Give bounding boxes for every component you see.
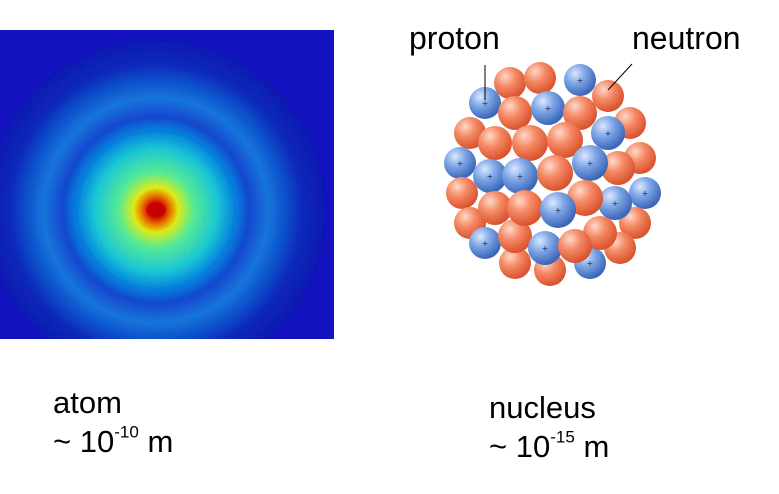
svg-text:+: +: [587, 159, 594, 168]
neutron-label: neutron: [632, 20, 741, 56]
atom-size-unit: m: [138, 423, 174, 459]
proton-plus-signs: + + + + + + + + + + + + + +: [457, 76, 649, 268]
svg-text:+: +: [545, 104, 552, 113]
svg-text:+: +: [605, 129, 612, 138]
atom-name: atom: [53, 385, 122, 420]
atom-size-prefix: ~ 10: [53, 423, 115, 459]
atom-image: [0, 30, 334, 339]
svg-text:+: +: [482, 239, 489, 248]
nucleus-size-unit: m: [574, 428, 610, 464]
svg-text:+: +: [542, 244, 549, 253]
proton-label: proton: [409, 20, 500, 56]
svg-text:+: +: [482, 99, 489, 108]
nucleus-caption: nucleus ~ 10-15 m: [489, 389, 609, 467]
atom-caption: atom ~ 10-10 m: [53, 384, 173, 462]
nucleons: [444, 62, 661, 286]
svg-text:+: +: [612, 199, 619, 208]
atom-size: ~ 10-10 m: [53, 423, 173, 462]
svg-text:+: +: [517, 172, 524, 181]
nucleus-size-exponent: -15: [550, 427, 575, 447]
nucleus-size: ~ 10-15 m: [489, 428, 609, 467]
svg-text:+: +: [577, 76, 584, 85]
svg-text:+: +: [487, 172, 494, 181]
atom-size-exponent: -10: [114, 422, 139, 442]
svg-text:+: +: [457, 159, 464, 168]
nucleus-image: + + + + + + + + + + + + + +: [444, 62, 661, 286]
nucleus-size-prefix: ~ 10: [489, 428, 551, 464]
svg-text:+: +: [642, 189, 649, 198]
nucleus-name: nucleus: [489, 390, 596, 425]
svg-text:+: +: [555, 206, 562, 215]
svg-text:+: +: [587, 259, 594, 268]
